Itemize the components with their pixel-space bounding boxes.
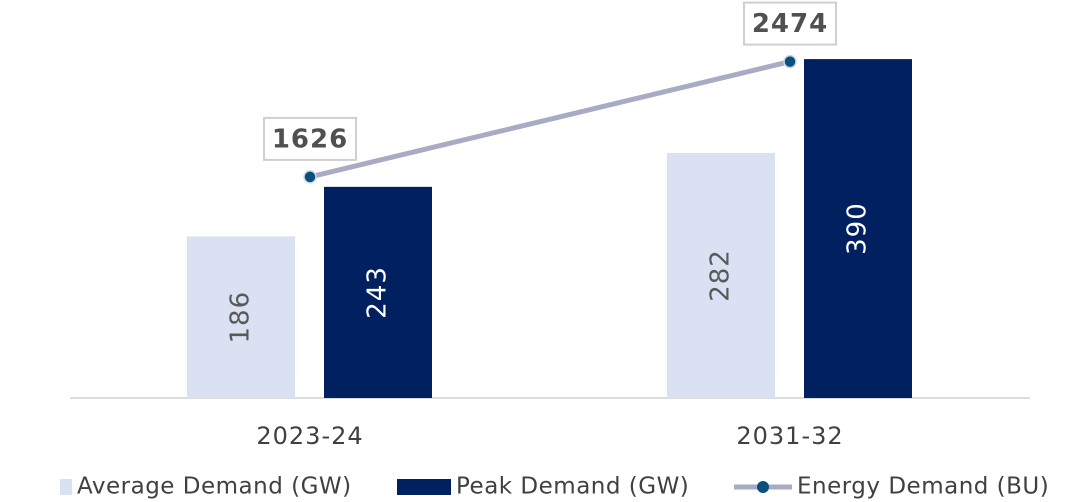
- value-label: 243: [363, 266, 393, 319]
- legend-swatch: [757, 481, 769, 493]
- legend-label: Average Demand (GW): [77, 474, 352, 500]
- label-box: [263, 116, 357, 161]
- value-label: 1626: [272, 124, 348, 154]
- value-label: 186: [226, 291, 256, 344]
- bar: [187, 236, 295, 398]
- marker: [303, 170, 317, 184]
- value-label: 2474: [752, 9, 828, 39]
- legend-swatch: [60, 479, 72, 495]
- x-tick-label: 2023-24: [256, 422, 363, 450]
- x-tick-label: 2031-32: [736, 422, 843, 450]
- line: [309, 59, 791, 180]
- legend-label: Energy Demand (BU): [797, 474, 1049, 500]
- bar: [324, 186, 432, 398]
- label-box: [743, 1, 837, 46]
- value-label: 282: [706, 249, 736, 302]
- value-label: 390: [843, 202, 873, 255]
- bar: [667, 152, 775, 398]
- marker: [783, 54, 797, 69]
- legend-label: Peak Demand (GW): [456, 474, 689, 500]
- bar: [804, 59, 912, 398]
- legend-swatch: [397, 479, 451, 495]
